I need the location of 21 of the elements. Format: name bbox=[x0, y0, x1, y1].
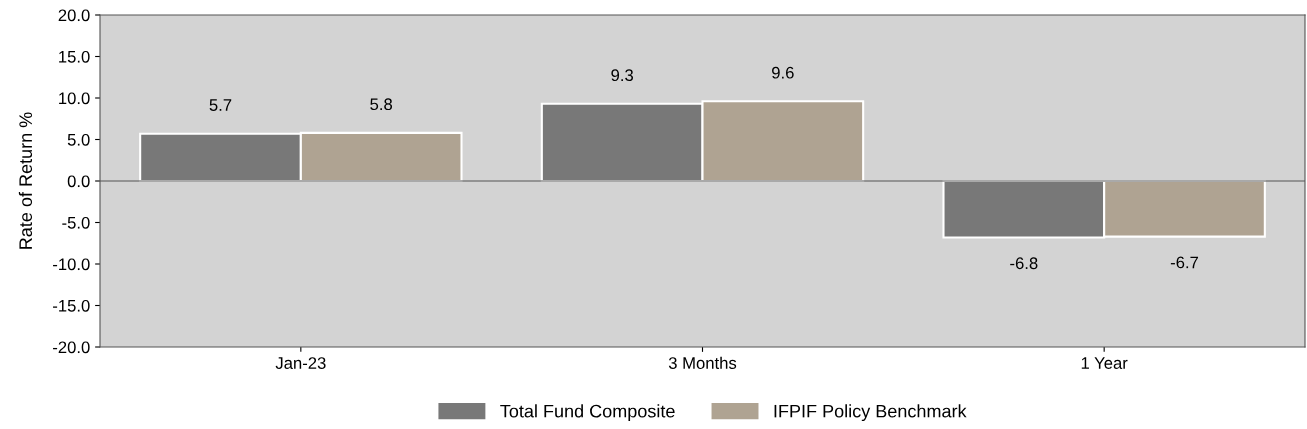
data-label: -6.8 bbox=[1010, 257, 1038, 270]
data-label: 9.3 bbox=[611, 69, 634, 82]
y-tick-label: 15.0 bbox=[59, 50, 90, 63]
x-tick-label: Jan-23 bbox=[275, 357, 326, 369]
data-label: 5.8 bbox=[370, 98, 393, 111]
x-tick-label: 1 Year bbox=[1081, 357, 1128, 369]
legend-label: Total Fund Composite bbox=[500, 404, 675, 422]
y-tick-label: -20.0 bbox=[53, 341, 90, 354]
data-label: 5.7 bbox=[209, 99, 232, 111]
y-tick-label: 20.0 bbox=[58, 9, 90, 22]
legend-label: IFPIF Policy Benchmark bbox=[774, 404, 967, 422]
y-tick-label: 10.0 bbox=[59, 92, 90, 105]
y-tick-label: -5.0 bbox=[62, 216, 90, 229]
y-tick-label: -15.0 bbox=[53, 299, 90, 312]
data-label: 9.6 bbox=[772, 66, 794, 79]
y-tick-label: 5.0 bbox=[67, 133, 90, 146]
data-label: -6.7 bbox=[1170, 256, 1199, 269]
y-axis-title: Rate of Return % bbox=[18, 112, 33, 249]
y-tick-label: -10.0 bbox=[53, 258, 90, 271]
x-tick-label: 3 Months bbox=[668, 356, 737, 369]
y-tick-label: 0.0 bbox=[67, 175, 90, 188]
